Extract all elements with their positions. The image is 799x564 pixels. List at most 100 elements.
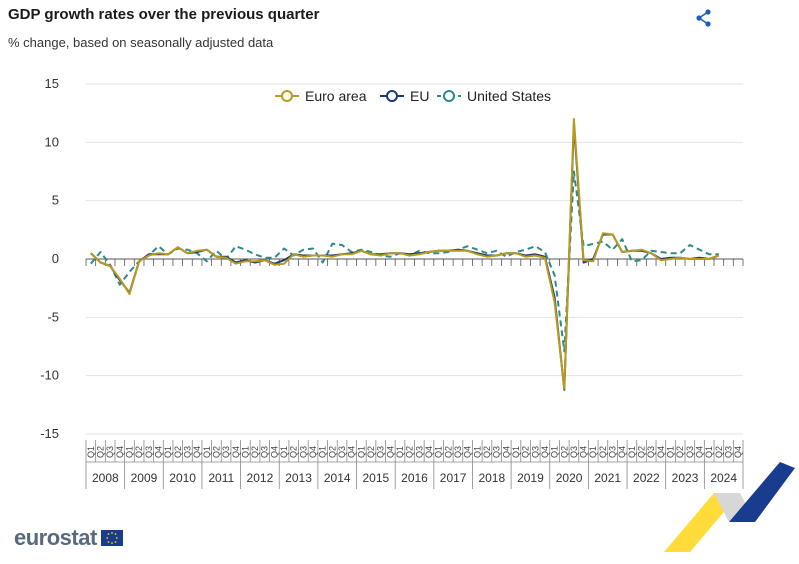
quarter-tick-label: Q2 [598,446,608,458]
quarter-tick-label: Q2 [211,446,221,458]
y-tick-label: -15 [40,426,59,441]
quarter-tick-label: Q1 [627,446,637,458]
quarter-tick-label: Q2 [637,446,647,458]
legend-label: Euro area [305,88,367,104]
y-axis: 15 10 5 0 -5 -10 -15 [40,76,59,441]
quarter-tick-label: Q4 [424,446,434,458]
quarter-tick-label: Q2 [134,446,144,458]
quarter-tick-label: Q3 [182,446,192,458]
quarter-tick-label: Q4 [579,446,589,458]
legend-label: EU [410,88,429,104]
quarter-tick-label: Q3 [221,446,231,458]
year-label-2014: 2014 [324,471,351,485]
quarter-tick-label: Q4 [269,446,279,458]
quarter-tick-label: Q2 [675,446,685,458]
y-tick-label: -5 [47,309,59,324]
quarter-tick-label: Q4 [501,446,511,458]
year-label-2009: 2009 [131,471,158,485]
quarter-tick-label: Q3 [376,446,386,458]
quarter-tick-label: Q4 [695,446,705,458]
chart-title: GDP growth rates over the previous quart… [8,6,320,23]
y-tick-label: 0 [52,251,59,266]
chart-subtitle: % change, based on seasonally adjusted d… [8,35,274,50]
quarter-tick-label: Q1 [395,446,405,458]
year-label-2023: 2023 [672,471,699,485]
year-label-2021: 2021 [594,471,621,485]
quarter-tick-label: Q4 [385,446,395,458]
quarter-tick-label: Q1 [163,446,173,458]
quarter-tick-label: Q2 [482,446,492,458]
legend-marker [443,90,455,102]
quarter-tick-label: Q1 [356,446,366,458]
eurostat-logo: eurostat [14,525,123,551]
quarter-tick-label: Q3 [492,446,502,458]
quarter-tick-label: Q4 [347,446,357,458]
legend: Euro area EU United States [275,88,551,104]
quarter-tick-label: Q2 [327,446,337,458]
year-label-2013: 2013 [285,471,312,485]
year-label-2010: 2010 [169,471,196,485]
quarter-tick-label: Q1 [86,446,96,458]
quarter-tick-label: Q1 [704,446,714,458]
grid-lines [85,83,744,435]
quarter-tick-label: Q2 [289,446,299,458]
y-tick-label: 15 [45,76,59,91]
quarter-tick-label: Q2 [443,446,453,458]
year-label-2020: 2020 [556,471,583,485]
year-label-2008: 2008 [92,471,119,485]
year-label-2012: 2012 [247,471,274,485]
quarter-tick-label: Q2 [714,446,724,458]
quarter-tick-label: Q4 [463,446,473,458]
quarter-tick-label: Q1 [318,446,328,458]
year-label-2024: 2024 [710,471,737,485]
quarter-tick-label: Q1 [240,446,250,458]
eu-flag-icon [100,530,123,546]
share-icon[interactable] [694,8,714,28]
quarter-tick-label: Q2 [366,446,376,458]
quarter-tick-label: Q4 [308,446,318,458]
quarter-tick-label: Q4 [192,446,202,458]
quarter-tick-label: Q3 [685,446,695,458]
quarter-tick-label: Q2 [250,446,260,458]
quarter-tick-label: Q3 [453,446,463,458]
year-label-2016: 2016 [401,471,428,485]
quarter-tick-label: Q1 [202,446,212,458]
quarter-tick-label: Q3 [646,446,656,458]
quarter-tick-label: Q4 [153,446,163,458]
quarter-tick-label: Q3 [608,446,618,458]
quarter-tick-label: Q1 [550,446,560,458]
quarter-tick-label: Q1 [124,446,134,458]
quarter-tick-label: Q4 [617,446,627,458]
quarter-tick-label: Q3 [724,446,734,458]
quarter-tick-label: Q3 [105,446,115,458]
year-label-2018: 2018 [478,471,505,485]
quarter-tick-label: Q2 [173,446,183,458]
year-label-2022: 2022 [633,471,660,485]
series-line-euro-area [90,118,720,390]
quarter-tick-label: Q2 [95,446,105,458]
series-line-eu [90,122,720,391]
quarter-tick-label: Q2 [405,446,415,458]
legend-label: United States [467,88,551,104]
quarter-tick-label: Q4 [115,446,125,458]
quarter-tick-label: Q3 [337,446,347,458]
quarter-tick-label: Q4 [231,446,241,458]
year-label-2015: 2015 [363,471,390,485]
quarter-tick-label: Q4 [540,446,550,458]
quarter-tick-label: Q3 [530,446,540,458]
quarter-tick-label: Q1 [511,446,521,458]
quarter-tick-label: Q3 [298,446,308,458]
quarter-tick-label: Q1 [279,446,289,458]
quarter-tick-label: Q3 [260,446,270,458]
legend-marker [386,90,398,102]
quarter-tick-label: Q1 [472,446,482,458]
quarter-tick-label: Q4 [733,446,743,458]
legend-item-united-states: United States [437,88,551,104]
quarter-tick-label: Q2 [559,446,569,458]
legend-marker [281,90,293,102]
y-tick-label: -10 [40,368,59,383]
legend-item-eu: EU [380,88,429,104]
x-axis: Q1 Q2 Q3 Q4 Q1 Q2 Q3 Q4 Q1 Q2 Q3 Q4 Q1 Q2 Q3 Q4 Q1 Q2 Q3 Q4… [85,440,744,489]
y-tick-label: 10 [45,134,59,149]
